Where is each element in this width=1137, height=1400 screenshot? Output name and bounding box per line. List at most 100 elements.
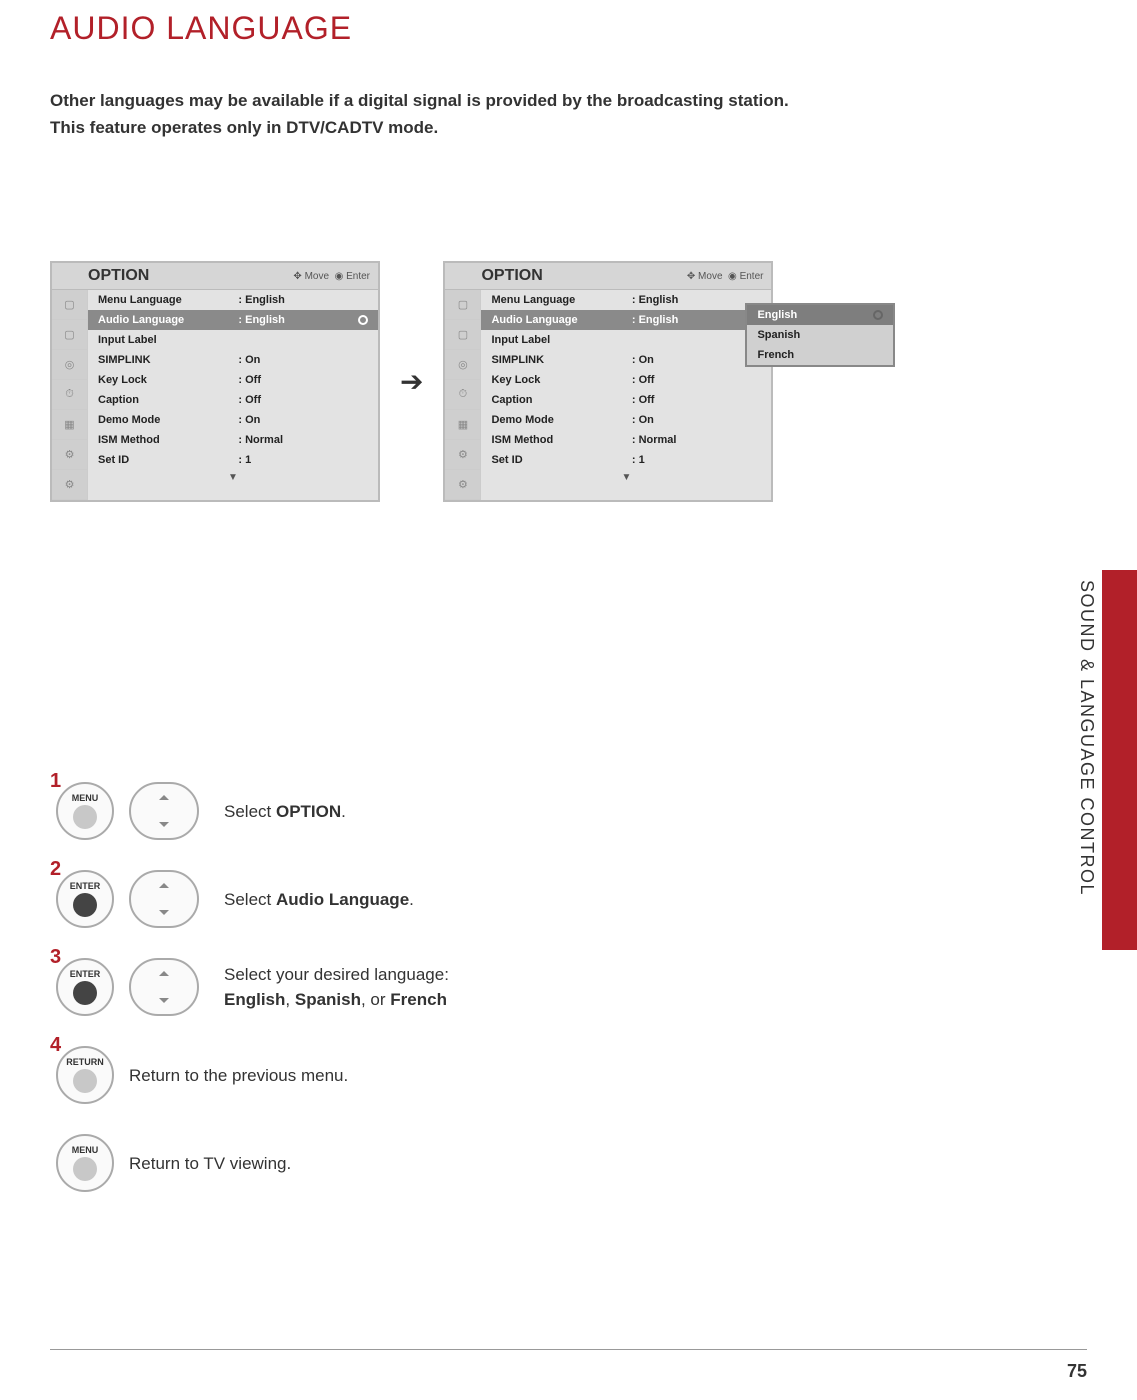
step-text: Return to the previous menu.	[129, 1063, 348, 1089]
remote-nav-pad-icon	[129, 782, 199, 840]
hint-move: Move	[305, 271, 329, 282]
scroll-down-icon: ▼	[481, 470, 771, 485]
osd-row-label: ISM Method	[98, 434, 238, 446]
osd-row-value: : English	[632, 314, 762, 326]
osd-row-value: : On	[238, 414, 368, 426]
step-text: Return to TV viewing.	[129, 1151, 291, 1177]
scroll-down-icon: ▼	[88, 470, 378, 485]
step-5: MENU Return to TV viewing.	[50, 1134, 1087, 1192]
osd-header: OPTION ✥ Move ◉ Enter	[52, 263, 378, 290]
osd-header: OPTION ✥ Move ◉ Enter	[445, 263, 771, 290]
osd-title: OPTION	[88, 267, 293, 285]
osd-row: Demo Mode: On	[88, 410, 378, 430]
popup-item: Spanish	[747, 325, 893, 345]
step-bold: French	[390, 990, 447, 1009]
button-inner-icon	[73, 893, 97, 917]
osd-row: SIMPLINK: On	[88, 350, 378, 370]
osd-row: Input Label	[88, 330, 378, 350]
step-bold: Audio Language	[276, 890, 409, 909]
osd-row: Set ID: 1	[88, 450, 378, 470]
popup-item: French	[747, 345, 893, 365]
step-3: 3 ENTER Select your desired language: En…	[50, 958, 1087, 1016]
osd-row-label: Key Lock	[491, 374, 631, 386]
step-2: 2 ENTER Select Audio Language.	[50, 870, 1087, 928]
step-text-part: Select	[224, 890, 276, 909]
osd-row: Key Lock: Off	[88, 370, 378, 390]
osd-side-icon: ▦	[52, 410, 88, 440]
osd-side-icon: ▦	[445, 410, 481, 440]
button-inner-icon	[73, 805, 97, 829]
button-label: MENU	[72, 1145, 99, 1155]
osd-side-icon: ⏱	[445, 380, 481, 410]
osd-row-label: Caption	[491, 394, 631, 406]
osd-row: SIMPLINK: On	[481, 350, 771, 370]
osd-row: Menu Language: English	[481, 290, 771, 310]
osd-row-label: Input Label	[98, 334, 238, 346]
osd-row-value: : Off	[238, 374, 368, 386]
osd-side-icon: ⚙	[445, 470, 481, 500]
osd-side-icon: ▢	[52, 290, 88, 320]
remote-return-button: RETURN	[56, 1046, 114, 1104]
button-inner-icon	[73, 981, 97, 1005]
button-label: RETURN	[66, 1057, 104, 1067]
step-text-part: .	[341, 802, 346, 821]
osd-row-value: : English	[238, 314, 358, 326]
osd-row-label: Key Lock	[98, 374, 238, 386]
osd-row-value: : On	[632, 414, 762, 426]
osd-row-label: Set ID	[491, 454, 631, 466]
popup-item-label: English	[757, 309, 797, 321]
osd-side-icon: ▢	[445, 290, 481, 320]
osd-row-label: Audio Language	[98, 314, 238, 326]
osd-list: Menu Language: English Audio Language: E…	[481, 290, 771, 500]
osd-screenshots: OPTION ✥ Move ◉ Enter ▢ ▢ ◎ ⏱ ▦ ⚙ ⚙ Menu…	[50, 261, 1087, 502]
step-text-part: ,	[285, 990, 294, 1009]
osd-side-icon: ⚙	[52, 470, 88, 500]
step-text-part: Select	[224, 802, 276, 821]
osd-side-icon: ⚙	[445, 440, 481, 470]
remote-enter-button: ENTER	[56, 958, 114, 1016]
intro-line-1: Other languages may be available if a di…	[50, 87, 1087, 114]
language-popup: English Spanish French	[745, 303, 895, 367]
step-number: 3	[50, 946, 61, 969]
step-bold: English	[224, 990, 285, 1009]
osd-row-label: Demo Mode	[491, 414, 631, 426]
osd-row-value: : 1	[632, 454, 762, 466]
popup-item-label: French	[757, 349, 794, 361]
osd-row-label: Demo Mode	[98, 414, 238, 426]
osd-side-icon: ◎	[445, 350, 481, 380]
remote-nav-pad-icon	[129, 958, 199, 1016]
osd-side-icon: ⚙	[52, 440, 88, 470]
step-text: Select your desired language: English, S…	[224, 962, 504, 1013]
osd-row-value: : Off	[632, 394, 762, 406]
osd-side-icon: ▢	[445, 320, 481, 350]
osd-row-value: : On	[238, 354, 368, 366]
osd-menu-left: OPTION ✥ Move ◉ Enter ▢ ▢ ◎ ⏱ ▦ ⚙ ⚙ Menu…	[50, 261, 380, 502]
button-label: MENU	[72, 793, 99, 803]
button-inner-icon	[73, 1069, 97, 1093]
osd-row: Key Lock: Off	[481, 370, 771, 390]
remote-menu-button: MENU	[56, 1134, 114, 1192]
osd-row-value: : On	[632, 354, 762, 366]
bottom-rule	[50, 1349, 1087, 1350]
step-4: 4 RETURN Return to the previous menu.	[50, 1046, 1087, 1104]
osd-side-icon: ◎	[52, 350, 88, 380]
step-text-part: , or	[361, 990, 390, 1009]
step-number: 2	[50, 858, 61, 881]
osd-row-label: Input Label	[491, 334, 631, 346]
selection-marker-icon	[358, 315, 368, 325]
osd-row-value: : Normal	[632, 434, 762, 446]
button-inner-icon	[73, 1157, 97, 1181]
step-text: Select OPTION.	[224, 799, 346, 825]
step-bold: Spanish	[295, 990, 361, 1009]
osd-row-label: Menu Language	[98, 294, 238, 306]
osd-row-label: Set ID	[98, 454, 238, 466]
intro-text: Other languages may be available if a di…	[50, 87, 1087, 141]
osd-row-value: : Off	[238, 394, 368, 406]
step-text-part: Select your desired language:	[224, 965, 449, 984]
steps-list: 1 MENU Select OPTION. 2 ENTER Select Aud…	[50, 782, 1087, 1192]
step-bold: OPTION	[276, 802, 341, 821]
osd-row-label: Caption	[98, 394, 238, 406]
remote-nav-pad-icon	[129, 870, 199, 928]
osd-row: ISM Method: Normal	[88, 430, 378, 450]
popup-item-selected: English	[747, 305, 893, 325]
